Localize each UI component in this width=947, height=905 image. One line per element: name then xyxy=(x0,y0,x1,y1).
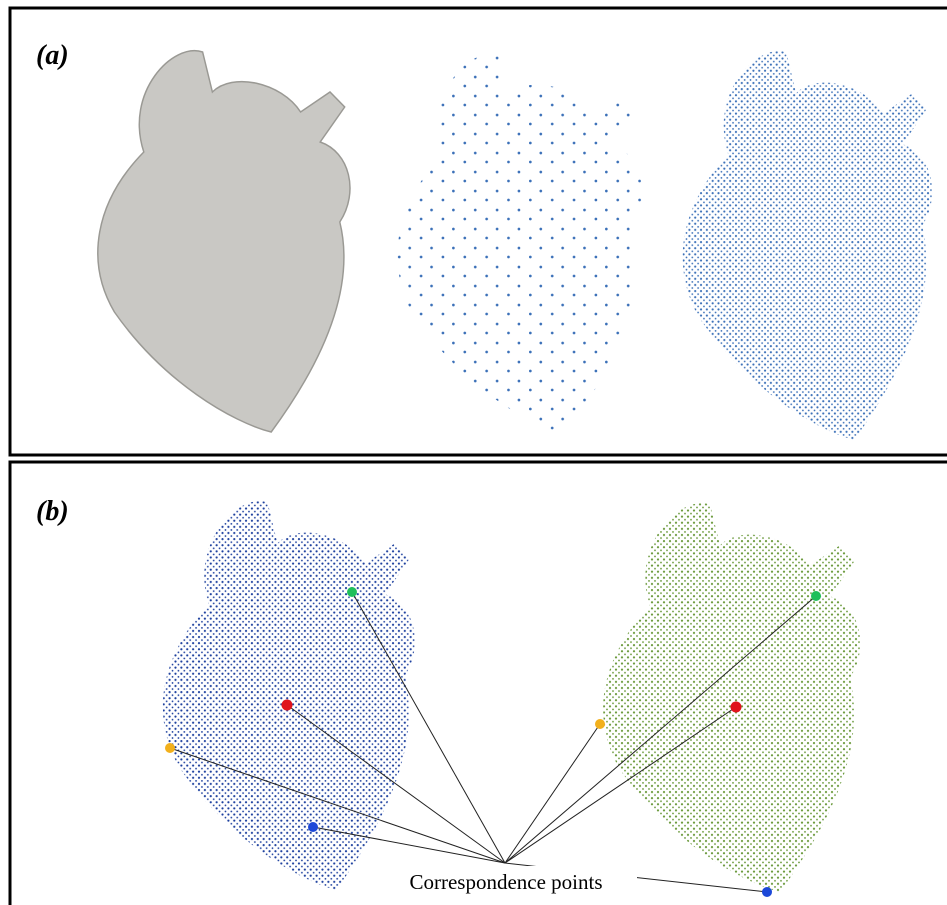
source-point-cloud xyxy=(163,501,415,890)
panel-label: (b) xyxy=(36,496,69,527)
heart-mesh xyxy=(98,51,350,432)
target-point-cloud xyxy=(603,503,860,892)
panel-label: (a) xyxy=(36,40,69,71)
figure: (a) (b) Correspondence points xyxy=(0,0,947,905)
sparse-point-cloud xyxy=(397,54,641,435)
annotation: Correspondence points xyxy=(409,870,602,894)
dense-point-cloud xyxy=(683,51,933,440)
